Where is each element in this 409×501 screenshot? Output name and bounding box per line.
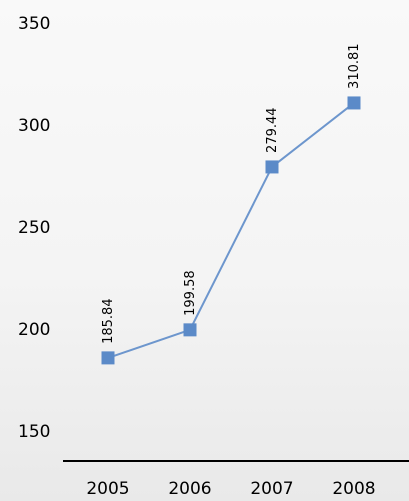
data-labels: 185.84 199.58 279.44 310.81: [101, 43, 362, 343]
x-axis: 2005 2006 2007 2008: [86, 479, 375, 499]
data-point-marker: [101, 351, 115, 365]
data-point-marker: [347, 96, 361, 110]
y-tick-label: 150: [18, 422, 50, 442]
y-tick-label: 300: [18, 116, 50, 136]
series: [101, 96, 361, 365]
data-point-marker: [183, 323, 197, 337]
series-line: [107, 102, 355, 359]
data-label: 185.84: [101, 298, 116, 344]
x-tick-label: 2007: [250, 479, 293, 499]
y-tick-label: 250: [18, 218, 50, 238]
data-label: 310.81: [347, 43, 362, 89]
data-point-marker: [265, 160, 279, 174]
y-axis: 150 200 250 300 350: [18, 14, 50, 442]
x-tick-label: 2008: [332, 479, 375, 499]
x-tick-label: 2005: [86, 479, 129, 499]
x-tick-label: 2006: [168, 479, 211, 499]
y-tick-label: 350: [18, 14, 50, 34]
data-label: 279.44: [265, 107, 280, 153]
y-tick-label: 200: [18, 320, 50, 340]
data-label: 199.58: [183, 270, 198, 316]
